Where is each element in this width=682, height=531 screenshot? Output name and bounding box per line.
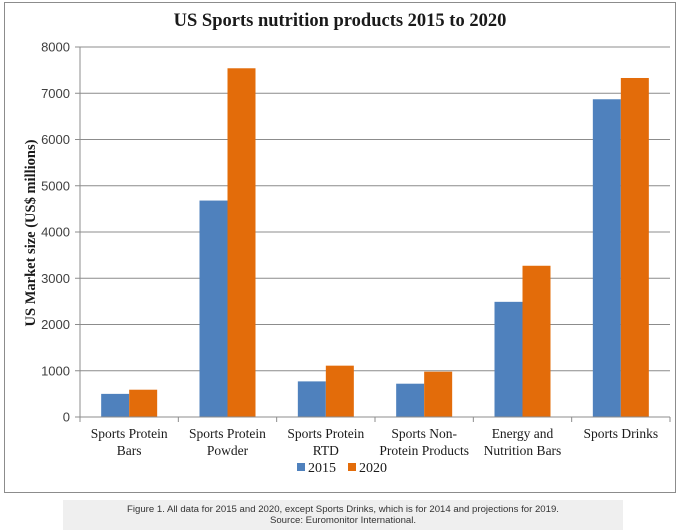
- x-category-label: Sports Protein Powder: [189, 426, 266, 458]
- bar-2015: [396, 383, 425, 417]
- bar-2015: [199, 200, 228, 417]
- y-tick-label: 0: [63, 410, 70, 425]
- caption-line-1: Figure 1. All data for 2015 and 2020, ex…: [127, 504, 559, 515]
- y-tick-label: 1000: [41, 363, 70, 378]
- bar-2015: [494, 301, 523, 417]
- x-category-label: Energy and Nutrition Bars: [484, 426, 562, 458]
- legend-swatch-2015: [297, 463, 305, 471]
- bar-2020: [424, 371, 453, 417]
- y-tick-label: 7000: [41, 86, 70, 101]
- legend: 2015 2020: [297, 461, 387, 476]
- chart-title: US Sports nutrition products 2015 to 202…: [173, 11, 507, 31]
- y-axis-ticks: 0 1000 2000 3000 4000 5000 6000 7000 8000: [41, 40, 81, 425]
- bar-2020: [129, 389, 158, 417]
- bar-2015: [297, 381, 326, 417]
- bar-2020: [620, 77, 649, 418]
- legend-swatch-2020: [348, 463, 356, 471]
- y-axis-title: US Market size (US$ millions): [23, 139, 39, 326]
- y-tick-label: 4000: [41, 225, 70, 240]
- y-tick-label: 5000: [41, 178, 70, 193]
- x-category-label: Sports Protein Bars: [91, 426, 168, 458]
- bar-2020: [522, 265, 551, 417]
- bar-2020: [325, 365, 354, 417]
- bar-2015: [101, 393, 130, 417]
- x-category-label: Sports Drinks: [584, 426, 659, 441]
- x-category-label: Sports Non-Protein Products: [379, 426, 469, 458]
- bar-chart: 0 1000 2000 3000 4000 5000 6000 7000 8000 Sports…: [23, 40, 671, 476]
- legend-label-2020: 2020: [359, 461, 387, 476]
- y-tick-label: 8000: [41, 40, 70, 55]
- figure-caption: Figure 1. All data for 2015 and 2020, ex…: [63, 500, 623, 530]
- bar-2020: [227, 68, 256, 418]
- x-category-label: Sports Protein RTD: [287, 426, 364, 458]
- bar-2015: [592, 99, 621, 417]
- x-axis: Sports Protein Bars Sports Protein Powder Sp…: [79, 416, 671, 458]
- y-tick-label: 3000: [41, 271, 70, 286]
- gridlines: [80, 46, 670, 372]
- y-tick-label: 6000: [41, 132, 70, 147]
- caption-line-2: Source: Euromonitor International.: [269, 515, 417, 526]
- bars: [101, 68, 649, 418]
- y-tick-label: 2000: [41, 317, 70, 332]
- legend-label-2015: 2015: [308, 461, 336, 476]
